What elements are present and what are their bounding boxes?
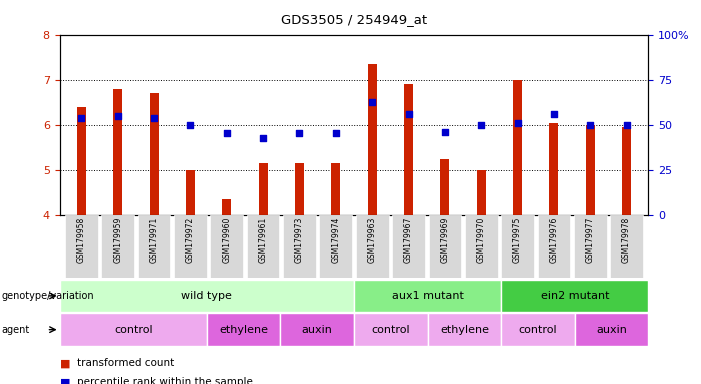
Point — [548, 111, 559, 117]
Bar — [513, 80, 522, 215]
Bar — [575, 313, 648, 346]
FancyBboxPatch shape — [210, 215, 243, 278]
Text: agent: agent — [1, 324, 29, 335]
Text: GSM179978: GSM179978 — [622, 217, 631, 263]
Bar — [332, 163, 341, 215]
Text: GSM179977: GSM179977 — [586, 217, 594, 263]
Point — [475, 122, 486, 128]
Bar — [367, 64, 376, 215]
Bar — [354, 280, 501, 312]
Text: GSM179972: GSM179972 — [186, 217, 195, 263]
Bar — [222, 199, 231, 215]
Text: wild type: wild type — [182, 291, 232, 301]
Point — [330, 130, 341, 136]
Bar — [440, 159, 449, 215]
Text: GSM179975: GSM179975 — [513, 217, 522, 263]
Point — [440, 129, 451, 135]
Point — [112, 113, 123, 119]
Text: GSM179971: GSM179971 — [149, 217, 158, 263]
FancyBboxPatch shape — [65, 215, 97, 278]
Bar — [586, 125, 595, 215]
Text: control: control — [372, 324, 410, 335]
FancyBboxPatch shape — [428, 215, 461, 278]
Text: auxin: auxin — [596, 324, 627, 335]
Bar — [60, 280, 354, 312]
Bar — [113, 89, 122, 215]
Text: GSM179963: GSM179963 — [368, 217, 376, 263]
FancyBboxPatch shape — [174, 215, 207, 278]
Bar — [207, 313, 280, 346]
Text: ethylene: ethylene — [440, 324, 489, 335]
FancyBboxPatch shape — [465, 215, 498, 278]
Text: GSM179970: GSM179970 — [477, 217, 486, 263]
Bar — [622, 127, 631, 215]
FancyBboxPatch shape — [102, 215, 134, 278]
Text: GSM179974: GSM179974 — [332, 217, 340, 263]
Bar — [77, 107, 86, 215]
FancyBboxPatch shape — [501, 215, 534, 278]
Point — [222, 130, 233, 136]
Text: GSM179961: GSM179961 — [259, 217, 268, 263]
Text: aux1 mutant: aux1 mutant — [392, 291, 463, 301]
FancyBboxPatch shape — [574, 215, 606, 278]
Text: ■: ■ — [60, 377, 70, 384]
Point — [403, 111, 414, 117]
Point — [367, 99, 378, 105]
Bar — [149, 93, 158, 215]
Text: GSM179960: GSM179960 — [222, 217, 231, 263]
Text: GSM179959: GSM179959 — [114, 217, 122, 263]
Point — [585, 122, 596, 128]
Text: GSM179967: GSM179967 — [404, 217, 413, 263]
Bar — [295, 163, 304, 215]
Bar — [501, 313, 575, 346]
Text: GSM179969: GSM179969 — [440, 217, 449, 263]
Text: genotype/variation: genotype/variation — [1, 291, 94, 301]
Point — [294, 130, 305, 136]
FancyBboxPatch shape — [538, 215, 571, 278]
Text: GDS3505 / 254949_at: GDS3505 / 254949_at — [281, 13, 427, 26]
Point — [257, 135, 268, 141]
FancyBboxPatch shape — [247, 215, 280, 278]
Point — [185, 122, 196, 128]
FancyBboxPatch shape — [137, 215, 170, 278]
Text: ein2 mutant: ein2 mutant — [540, 291, 609, 301]
Bar — [60, 313, 207, 346]
Text: percentile rank within the sample: percentile rank within the sample — [77, 377, 253, 384]
FancyBboxPatch shape — [283, 215, 316, 278]
Text: transformed count: transformed count — [77, 358, 175, 368]
Bar — [477, 170, 486, 215]
Bar — [186, 170, 195, 215]
Bar — [280, 313, 354, 346]
FancyBboxPatch shape — [356, 215, 388, 278]
Point — [149, 115, 160, 121]
Point — [76, 115, 87, 121]
Bar — [428, 313, 501, 346]
Bar — [550, 122, 559, 215]
Text: auxin: auxin — [301, 324, 333, 335]
Text: ■: ■ — [60, 358, 70, 368]
FancyBboxPatch shape — [611, 215, 643, 278]
Bar — [259, 163, 268, 215]
Bar — [404, 84, 413, 215]
Text: ethylene: ethylene — [219, 324, 268, 335]
FancyBboxPatch shape — [320, 215, 352, 278]
Bar — [354, 313, 428, 346]
Text: GSM179973: GSM179973 — [295, 217, 304, 263]
Text: control: control — [114, 324, 153, 335]
Point — [512, 119, 523, 126]
Text: GSM179976: GSM179976 — [550, 217, 559, 263]
Bar — [501, 280, 648, 312]
Text: control: control — [519, 324, 557, 335]
FancyBboxPatch shape — [392, 215, 425, 278]
Text: GSM179958: GSM179958 — [77, 217, 86, 263]
Point — [621, 122, 632, 128]
